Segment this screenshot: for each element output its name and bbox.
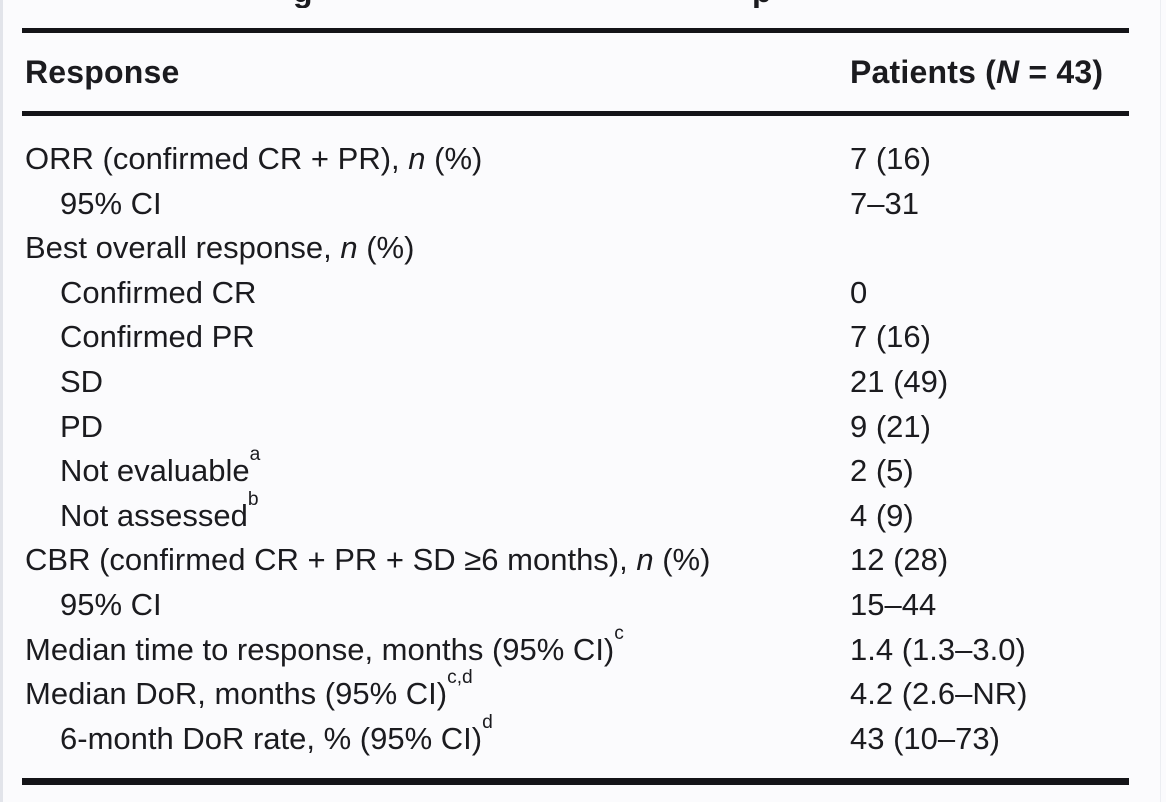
row-value: 21 (49) bbox=[850, 363, 949, 399]
row-label: ORR (confirmed CR + PR), n (%) bbox=[25, 141, 483, 176]
page-left-edge bbox=[0, 0, 3, 802]
table-header-row: Response Patients (N = 43) bbox=[22, 33, 1129, 111]
row-value: 7 (16) bbox=[850, 319, 931, 355]
row-label: Not assessedb bbox=[60, 488, 259, 533]
table-row: 95% CI 15–44 bbox=[22, 583, 1129, 628]
table-row: Confirmed PR 7 (16) bbox=[22, 315, 1129, 360]
row-label: Median DoR, months (95% CI)c,d bbox=[25, 667, 473, 712]
table-row: Confirmed CR 0 bbox=[22, 271, 1129, 316]
row-value: 12 (28) bbox=[850, 542, 949, 578]
table-row: Median time to response, months (95% CI)… bbox=[22, 622, 1129, 673]
row-value: 15–44 bbox=[850, 586, 937, 622]
table-header-rule bbox=[22, 111, 1129, 116]
row-label: Median time to response, months (95% CI)… bbox=[25, 622, 624, 667]
cropped-letter-descender-p: p bbox=[752, 0, 772, 8]
row-value: 4 (9) bbox=[850, 497, 914, 533]
row-label: 95% CI bbox=[60, 185, 162, 221]
table-row: Median DoR, months (95% CI)c,d 4.2 (2.6–… bbox=[22, 667, 1129, 717]
table-bottom-rule bbox=[22, 778, 1129, 786]
row-value: 2 (5) bbox=[850, 453, 914, 489]
row-label: Confirmed PR bbox=[60, 319, 255, 355]
table-row: 95% CI 7–31 bbox=[22, 182, 1129, 227]
table-row: ORR (confirmed CR + PR), n (%) 7 (16) bbox=[22, 137, 1129, 182]
row-label: SD bbox=[60, 363, 104, 399]
row-value: 43 (10–73) bbox=[850, 720, 1000, 756]
table-row: Not assessedb 4 (9) bbox=[22, 488, 1129, 539]
row-label: 95% CI bbox=[60, 586, 162, 622]
row-label: PD bbox=[60, 408, 104, 444]
table-row: CBR (confirmed CR + PR + SD ≥6 months), … bbox=[22, 538, 1129, 583]
cropped-letter-descender-g: g bbox=[293, 0, 313, 8]
row-value bbox=[850, 226, 1129, 271]
row-value: 4.2 (2.6–NR) bbox=[850, 676, 1028, 712]
row-value: 7–31 bbox=[850, 185, 919, 221]
row-value: 1.4 (1.3–3.0) bbox=[850, 631, 1026, 667]
table-row: 6-month DoR rate, % (95% CI)d 43 (10–73) bbox=[22, 711, 1129, 762]
row-label: 6-month DoR rate, % (95% CI)d bbox=[60, 711, 493, 756]
table-row: Not evaluablea 2 (5) bbox=[22, 444, 1129, 494]
row-label: Confirmed CR bbox=[60, 274, 257, 310]
table-body: ORR (confirmed CR + PR), n (%) 7 (16) 95… bbox=[22, 116, 1129, 778]
response-table: Response Patients (N = 43) ORR (confirme… bbox=[22, 28, 1129, 786]
column-header-patients: Patients (N = 43) bbox=[850, 53, 1104, 90]
page-right-edge bbox=[1160, 0, 1161, 802]
row-value: 7 (16) bbox=[850, 141, 931, 176]
row-value: 0 bbox=[850, 274, 868, 310]
table-top-rule bbox=[22, 28, 1129, 33]
row-label: CBR (confirmed CR + PR + SD ≥6 months), … bbox=[25, 542, 711, 578]
cropped-title-row: g p bbox=[0, 0, 1166, 8]
column-header-response: Response bbox=[25, 53, 180, 90]
table-row: PD 9 (21) bbox=[22, 405, 1129, 450]
row-value: 9 (21) bbox=[850, 408, 931, 444]
row-label: Best overall response, n (%) bbox=[25, 230, 415, 266]
table-row: SD 21 (49) bbox=[22, 360, 1129, 405]
table-row: Best overall response, n (%) bbox=[22, 226, 1129, 271]
row-label: Not evaluablea bbox=[60, 444, 261, 489]
